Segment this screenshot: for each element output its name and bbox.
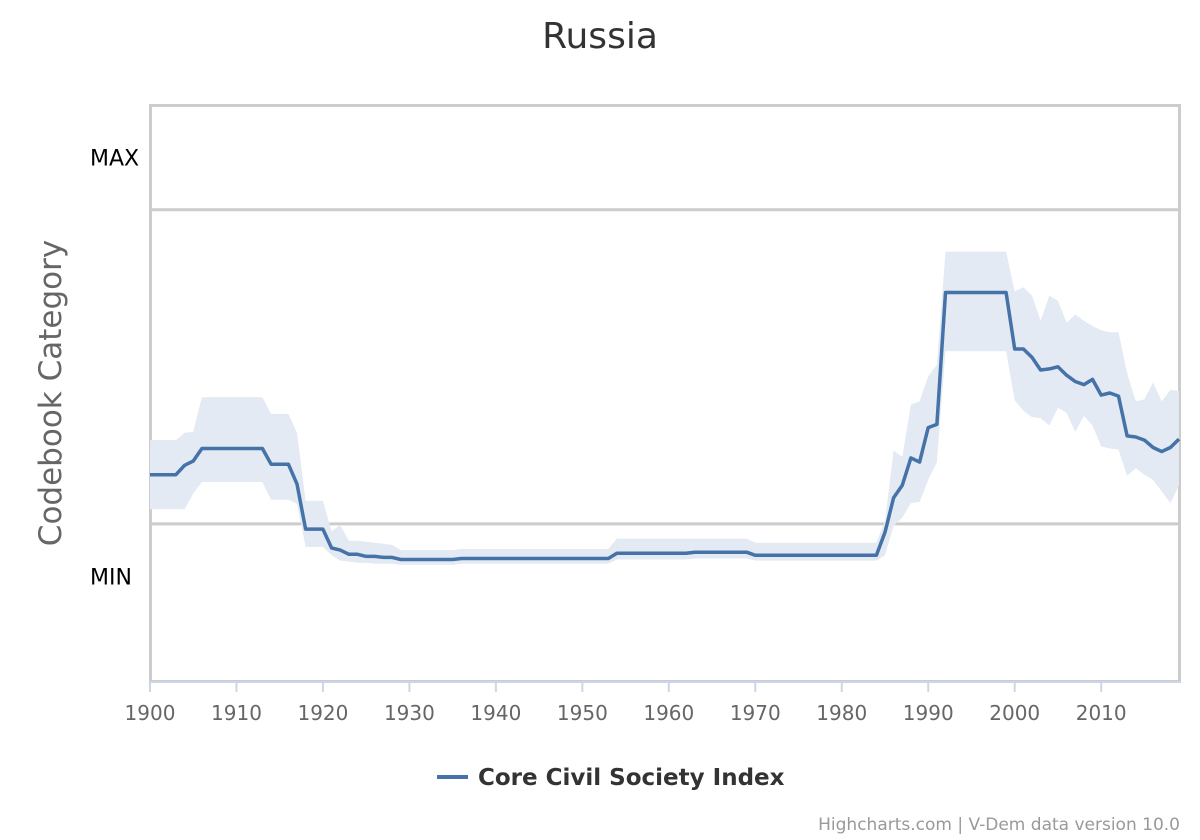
band-label-min: MIN bbox=[90, 565, 132, 590]
x-tick-label: 1940 bbox=[470, 701, 521, 725]
band-label-max: MAX bbox=[90, 146, 139, 171]
x-tick-label: 1990 bbox=[903, 701, 954, 725]
legend-label: Core Civil Society Index bbox=[478, 765, 785, 791]
legend-item[interactable]: Core Civil Society Index bbox=[437, 765, 785, 791]
x-tick-label: 1950 bbox=[557, 701, 608, 725]
series-group bbox=[150, 251, 1181, 565]
x-tick-label: 1980 bbox=[816, 701, 867, 725]
x-tick-label: 1930 bbox=[384, 701, 435, 725]
series-0-confidence-band bbox=[150, 251, 1179, 565]
plot-frame bbox=[149, 104, 1181, 683]
x-tick-label: 1900 bbox=[125, 701, 176, 725]
chart-title: Russia bbox=[542, 16, 658, 57]
x-tick-label: 1960 bbox=[643, 701, 694, 725]
x-tick-label: 2000 bbox=[989, 701, 1040, 725]
x-tick-label: 1970 bbox=[730, 701, 781, 725]
y-axis-title: Codebook Category bbox=[33, 240, 69, 546]
band-labels: MAX MIN bbox=[90, 146, 139, 590]
credits-link[interactable]: Highcharts.com | V-Dem data version 10.0 bbox=[818, 815, 1180, 835]
x-axis: 1900 1910 1920 1930 1940 1950 1960 1970 1980 1990… bbox=[125, 681, 1180, 725]
series-0-line bbox=[150, 290, 1181, 562]
x-tick-label: 2010 bbox=[1076, 701, 1127, 725]
x-tick-label: 1920 bbox=[297, 701, 348, 725]
x-tick-label: 1910 bbox=[211, 701, 262, 725]
